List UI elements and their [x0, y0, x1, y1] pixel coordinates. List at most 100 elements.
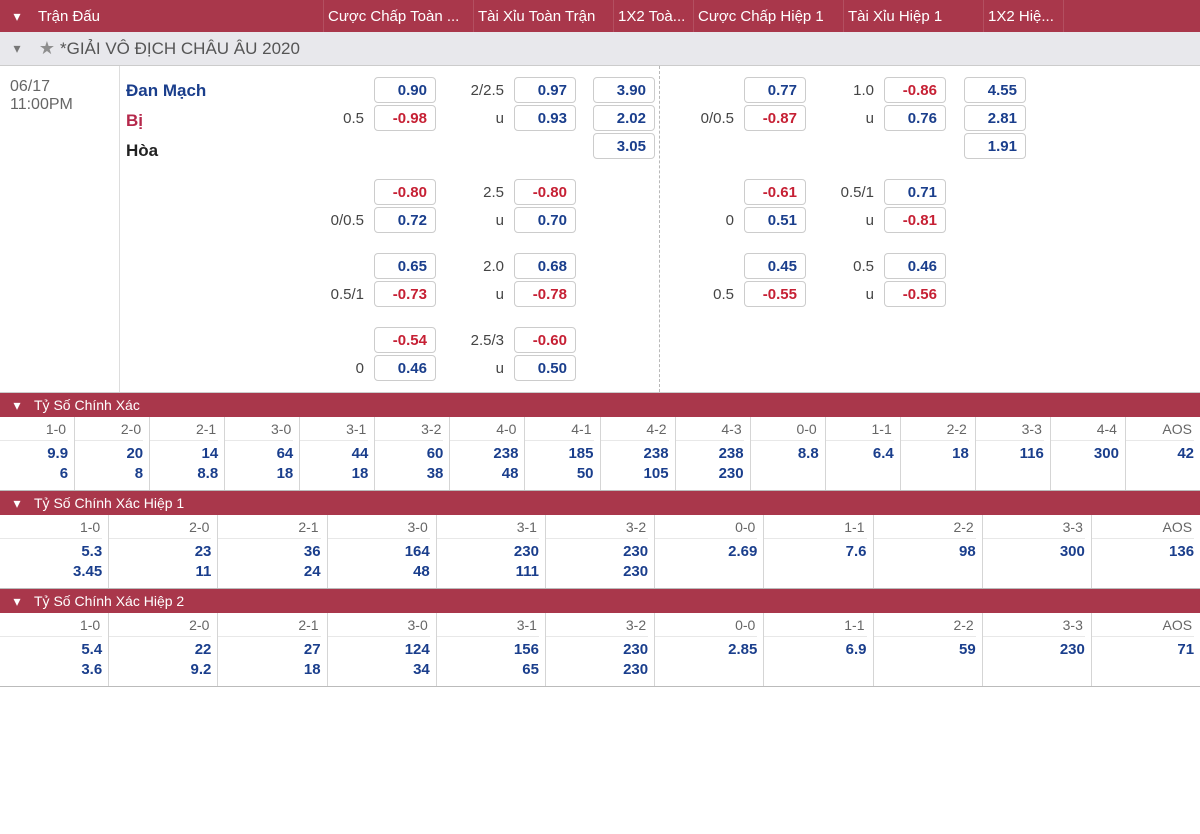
score-odds[interactable]: 124	[328, 640, 430, 660]
score-odds[interactable]: 105	[601, 464, 669, 484]
odds-value[interactable]: 0.76	[884, 105, 946, 131]
score-odds[interactable]: 2.85	[655, 640, 757, 660]
score-odds[interactable]: 98	[874, 542, 976, 562]
score-odds[interactable]: 230	[546, 542, 648, 562]
score-odds[interactable]: 6.9	[764, 640, 866, 660]
score-odds[interactable]: 9.2	[109, 660, 211, 680]
score-odds[interactable]: 38	[375, 464, 443, 484]
score-odds[interactable]: 3.6	[0, 660, 102, 680]
collapse-section-icon[interactable]: ▾	[0, 593, 34, 610]
odds-value[interactable]: -0.86	[884, 77, 946, 103]
score-odds[interactable]: 18	[300, 464, 368, 484]
star-icon[interactable]: ★	[34, 38, 60, 59]
score-odds[interactable]: 14	[150, 444, 218, 464]
score-odds[interactable]: 18	[225, 464, 293, 484]
score-odds[interactable]: 238	[601, 444, 669, 464]
score-odds[interactable]: 300	[1051, 444, 1119, 464]
score-odds[interactable]: 22	[109, 640, 211, 660]
score-odds[interactable]: 6.4	[826, 444, 894, 464]
score-odds[interactable]: 230	[437, 542, 539, 562]
odds-value[interactable]: 0.90	[374, 77, 436, 103]
odds-value[interactable]: -0.73	[374, 281, 436, 307]
odds-value[interactable]: -0.81	[884, 207, 946, 233]
odds-value[interactable]: 0.50	[514, 355, 576, 381]
odds-value[interactable]: -0.80	[374, 179, 436, 205]
score-odds[interactable]: 230	[546, 660, 648, 680]
odds-value[interactable]: 0.51	[744, 207, 806, 233]
odds-value[interactable]: 0.46	[884, 253, 946, 279]
odds-value[interactable]: 0.68	[514, 253, 576, 279]
market-header-cell[interactable]: Cược Chấp Toàn ...	[324, 0, 474, 32]
odds-value[interactable]: -0.61	[744, 179, 806, 205]
score-odds[interactable]: 300	[983, 542, 1085, 562]
odds-value[interactable]: -0.78	[514, 281, 576, 307]
score-odds[interactable]: 48	[328, 562, 430, 582]
odds-value[interactable]: -0.55	[744, 281, 806, 307]
odds-value[interactable]: 3.90	[593, 77, 655, 103]
score-odds[interactable]: 185	[525, 444, 593, 464]
collapse-all-icon[interactable]: ▾	[0, 8, 34, 25]
collapse-section-icon[interactable]: ▾	[0, 397, 34, 414]
market-header-cell[interactable]: 1X2 Hiệ...	[984, 0, 1064, 32]
odds-value[interactable]: -0.87	[744, 105, 806, 131]
odds-value[interactable]: 4.55	[964, 77, 1026, 103]
odds-value[interactable]: 0.65	[374, 253, 436, 279]
score-odds[interactable]: 156	[437, 640, 539, 660]
odds-value[interactable]: -0.56	[884, 281, 946, 307]
score-odds[interactable]: 20	[75, 444, 143, 464]
score-odds[interactable]: 64	[225, 444, 293, 464]
score-odds[interactable]: 230	[546, 640, 648, 660]
odds-value[interactable]: 0.70	[514, 207, 576, 233]
score-odds[interactable]: 8.8	[751, 444, 819, 464]
score-odds[interactable]: 65	[437, 660, 539, 680]
score-odds[interactable]: 23	[109, 542, 211, 562]
score-odds[interactable]: 3.45	[0, 562, 102, 582]
score-odds[interactable]: 8.8	[150, 464, 218, 484]
score-odds[interactable]: 7.6	[764, 542, 866, 562]
score-odds[interactable]: 11	[109, 562, 211, 582]
score-odds[interactable]: 230	[546, 562, 648, 582]
odds-value[interactable]: -0.98	[374, 105, 436, 131]
score-odds[interactable]: 2.69	[655, 542, 757, 562]
score-odds[interactable]: 5.3	[0, 542, 102, 562]
odds-value[interactable]: -0.80	[514, 179, 576, 205]
odds-value[interactable]: 0.45	[744, 253, 806, 279]
odds-value[interactable]: 1.91	[964, 133, 1026, 159]
market-header-cell[interactable]: Trận Đấu	[34, 0, 324, 32]
score-odds[interactable]: 60	[375, 444, 443, 464]
market-header-cell[interactable]: 1X2 Toà...	[614, 0, 694, 32]
score-odds[interactable]: 34	[328, 660, 430, 680]
score-odds[interactable]: 44	[300, 444, 368, 464]
odds-value[interactable]: 0.46	[374, 355, 436, 381]
score-odds[interactable]: 42	[1126, 444, 1194, 464]
odds-value[interactable]: 0.97	[514, 77, 576, 103]
score-odds[interactable]: 71	[1092, 640, 1194, 660]
score-odds[interactable]: 238	[676, 444, 744, 464]
score-odds[interactable]: 59	[874, 640, 976, 660]
score-odds[interactable]: 111	[437, 562, 539, 582]
score-odds[interactable]: 18	[901, 444, 969, 464]
odds-value[interactable]: 0.93	[514, 105, 576, 131]
score-odds[interactable]: 230	[676, 464, 744, 484]
market-header-cell[interactable]: Tài Xỉu Hiệp 1	[844, 0, 984, 32]
odds-value[interactable]: -0.60	[514, 327, 576, 353]
odds-value[interactable]: 2.02	[593, 105, 655, 131]
score-odds[interactable]: 50	[525, 464, 593, 484]
score-odds[interactable]: 27	[218, 640, 320, 660]
odds-value[interactable]: 2.81	[964, 105, 1026, 131]
score-odds[interactable]: 116	[976, 444, 1044, 464]
market-header-cell[interactable]: Tài Xỉu Toàn Trận	[474, 0, 614, 32]
score-odds[interactable]: 230	[983, 640, 1085, 660]
score-odds[interactable]: 136	[1092, 542, 1194, 562]
score-odds[interactable]: 6	[0, 464, 68, 484]
score-odds[interactable]: 8	[75, 464, 143, 484]
score-odds[interactable]: 164	[328, 542, 430, 562]
collapse-league-icon[interactable]: ▾	[0, 40, 34, 57]
odds-value[interactable]: 0.72	[374, 207, 436, 233]
odds-value[interactable]: 3.05	[593, 133, 655, 159]
score-odds[interactable]: 36	[218, 542, 320, 562]
score-odds[interactable]: 5.4	[0, 640, 102, 660]
score-odds[interactable]: 238	[450, 444, 518, 464]
odds-value[interactable]: -0.54	[374, 327, 436, 353]
collapse-section-icon[interactable]: ▾	[0, 495, 34, 512]
